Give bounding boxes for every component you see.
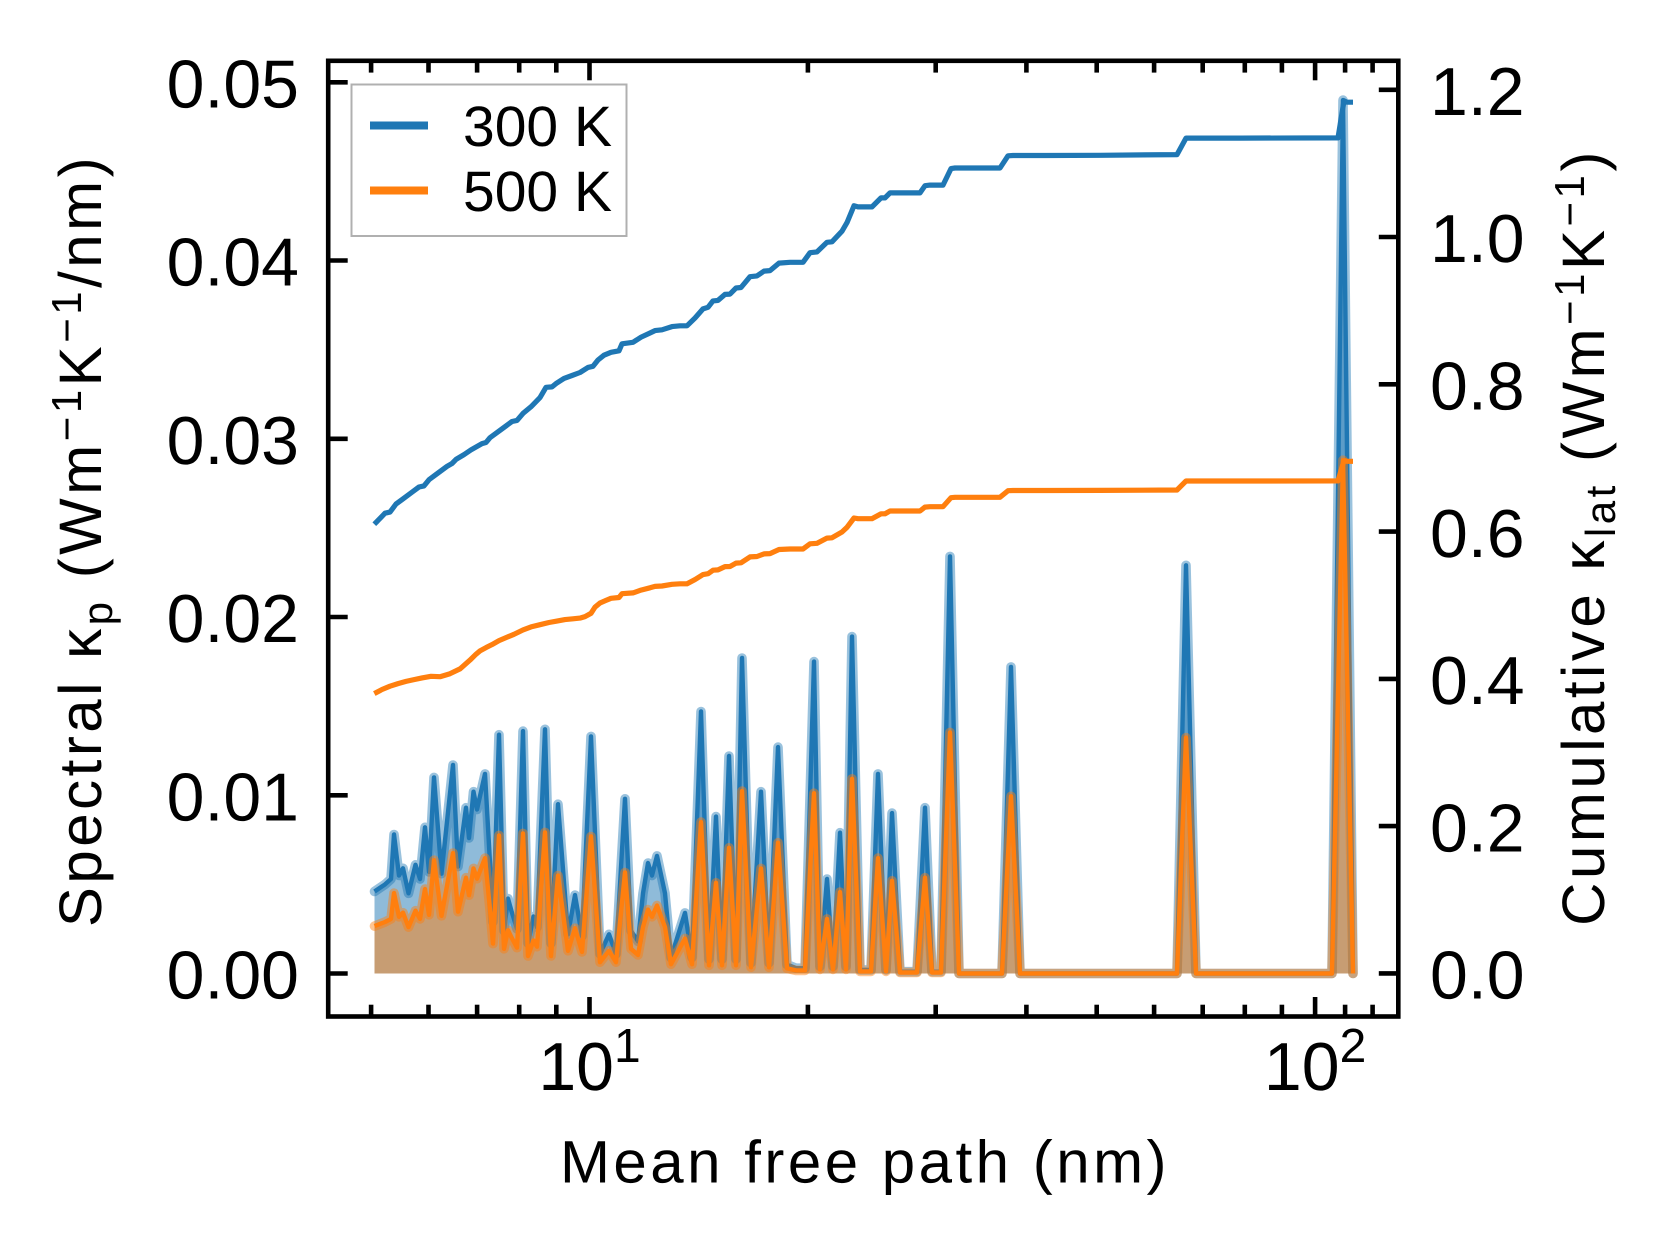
svg-text:0.02: 0.02: [167, 581, 299, 657]
svg-text:0.01: 0.01: [167, 759, 299, 835]
svg-text:300 K: 300 K: [463, 95, 612, 159]
svg-text:1.2: 1.2: [1430, 54, 1525, 130]
svg-text:0.2: 0.2: [1430, 790, 1525, 866]
svg-text:0.03: 0.03: [167, 403, 299, 479]
svg-text:1.0: 1.0: [1430, 201, 1525, 277]
svg-text:0.4: 0.4: [1430, 643, 1525, 719]
svg-text:0.00: 0.00: [167, 938, 299, 1014]
svg-text:0.0: 0.0: [1430, 938, 1525, 1014]
svg-text:Spectral κp (Wm−1K−1/nm): Spectral κp (Wm−1K−1/nm): [43, 154, 121, 927]
svg-text:0.04: 0.04: [167, 225, 299, 301]
svg-text:0.8: 0.8: [1430, 349, 1525, 425]
svg-text:0.6: 0.6: [1430, 496, 1525, 572]
svg-text:0.05: 0.05: [167, 47, 299, 123]
svg-text:Mean free path (nm): Mean free path (nm): [560, 1129, 1170, 1196]
svg-text:500 K: 500 K: [463, 160, 612, 224]
